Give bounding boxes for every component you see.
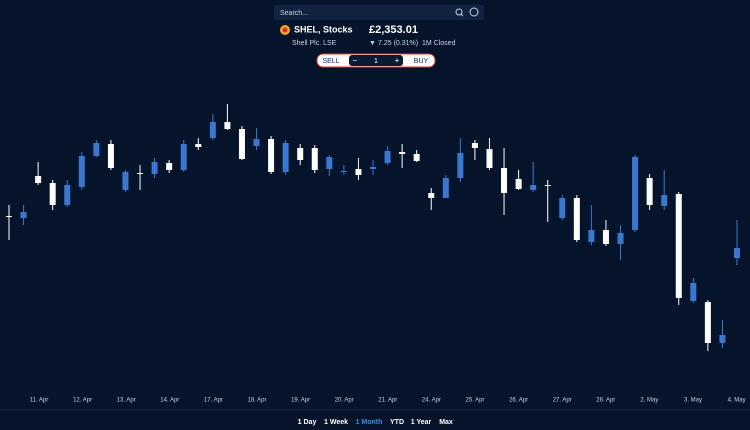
buy-button[interactable]: BUY xyxy=(414,58,429,65)
candle-body xyxy=(646,178,653,205)
candle-body xyxy=(413,154,420,161)
candle-body xyxy=(195,144,202,147)
symbol: SHEL, Stocks xyxy=(294,24,353,34)
candle-body xyxy=(501,168,508,193)
candle-body xyxy=(238,129,245,159)
candle-body xyxy=(297,148,304,160)
change: 7.25 (0.31%) xyxy=(378,40,418,47)
candle-body xyxy=(151,162,158,174)
candle-body xyxy=(93,143,100,156)
candle-body xyxy=(268,139,275,172)
search-icon-handle xyxy=(460,13,464,17)
price: £2,353.01 xyxy=(369,24,418,36)
x-tick-label: 17. Apr xyxy=(204,398,223,404)
candle-body xyxy=(530,185,537,190)
candle-body xyxy=(122,172,129,190)
candle-body xyxy=(573,198,580,240)
candle-body xyxy=(78,156,85,187)
company: Shell Plc. LSE xyxy=(292,40,337,47)
x-tick-label: 20. Apr xyxy=(335,398,354,404)
candle-body xyxy=(661,195,668,206)
candle-body xyxy=(166,163,173,170)
candle-body xyxy=(559,198,566,218)
quantity-box xyxy=(349,55,403,66)
candle-body xyxy=(326,157,333,169)
range-button[interactable]: 1 Month xyxy=(356,419,383,426)
x-tick-label: 18. Apr xyxy=(247,398,266,404)
x-tick-label: 24. Apr xyxy=(422,398,441,404)
quantity[interactable]: 1 xyxy=(374,58,378,65)
candle-body xyxy=(617,233,624,244)
x-tick-label: 21. Apr xyxy=(378,398,397,404)
candle-body xyxy=(253,139,260,146)
plus-button[interactable]: + xyxy=(395,56,400,65)
range-button[interactable]: Max xyxy=(439,419,453,426)
candle-body xyxy=(442,178,449,198)
x-tick-label: 28. Apr xyxy=(596,398,615,404)
x-tick-label: 27. Apr xyxy=(553,398,572,404)
candle-body xyxy=(355,169,362,175)
candle-body xyxy=(399,152,406,154)
candle-body xyxy=(137,173,144,174)
x-tick-label: 3. May xyxy=(684,398,702,404)
candle-body xyxy=(311,148,318,170)
x-tick-label: 4. May xyxy=(728,398,746,404)
candle-body xyxy=(544,185,551,186)
candle-body xyxy=(588,230,595,242)
x-tick-label: 13. Apr xyxy=(117,398,136,404)
candle-body xyxy=(224,122,231,129)
candle-body xyxy=(486,149,493,168)
candle-body xyxy=(282,143,289,172)
candle-body xyxy=(64,185,71,205)
x-tick-label: 19. Apr xyxy=(291,398,310,404)
candle-body xyxy=(6,216,12,217)
search-placeholder[interactable]: Search... xyxy=(280,10,308,17)
candle-body xyxy=(49,183,56,205)
status: 1M Closed xyxy=(422,40,456,47)
minus-button[interactable]: − xyxy=(353,56,358,65)
search-box[interactable] xyxy=(274,5,484,20)
candle-body xyxy=(704,302,711,343)
candle-body xyxy=(457,153,464,178)
x-tick-label: 11. Apr xyxy=(30,398,49,404)
candle-body xyxy=(370,167,376,169)
range-button[interactable]: 1 Year xyxy=(411,419,432,426)
candle-body xyxy=(107,144,114,168)
candle-body xyxy=(515,179,522,189)
candle-body xyxy=(428,193,435,198)
candle-body xyxy=(180,144,187,170)
candle-body xyxy=(340,171,347,172)
candle-body xyxy=(209,122,216,138)
candle-body xyxy=(384,151,391,163)
x-tick-label: 14. Apr xyxy=(160,398,179,404)
range-button[interactable]: 1 Day xyxy=(298,419,317,426)
x-tick-label: 25. Apr xyxy=(465,398,484,404)
search-icon[interactable] xyxy=(455,8,463,16)
candle-body xyxy=(719,335,726,343)
candle-body xyxy=(734,248,740,258)
logo-inner xyxy=(282,27,288,33)
info-icon[interactable] xyxy=(469,7,479,17)
candle-body xyxy=(632,157,639,230)
candle-body xyxy=(471,143,478,148)
candle-body xyxy=(20,212,27,218)
x-tick-label: 2. May xyxy=(640,398,658,404)
range-button[interactable]: 1 Week xyxy=(324,419,348,426)
change-arrow: ▼ xyxy=(369,40,376,47)
sell-button[interactable]: SELL xyxy=(322,58,339,65)
x-tick-label: 12. Apr xyxy=(73,398,92,404)
x-tick-label: 26. Apr xyxy=(509,398,528,404)
candle-body xyxy=(675,194,682,298)
candle-body xyxy=(602,230,609,244)
candle-body xyxy=(35,176,42,183)
range-button[interactable]: YTD xyxy=(390,419,404,426)
candle-body xyxy=(690,283,697,301)
